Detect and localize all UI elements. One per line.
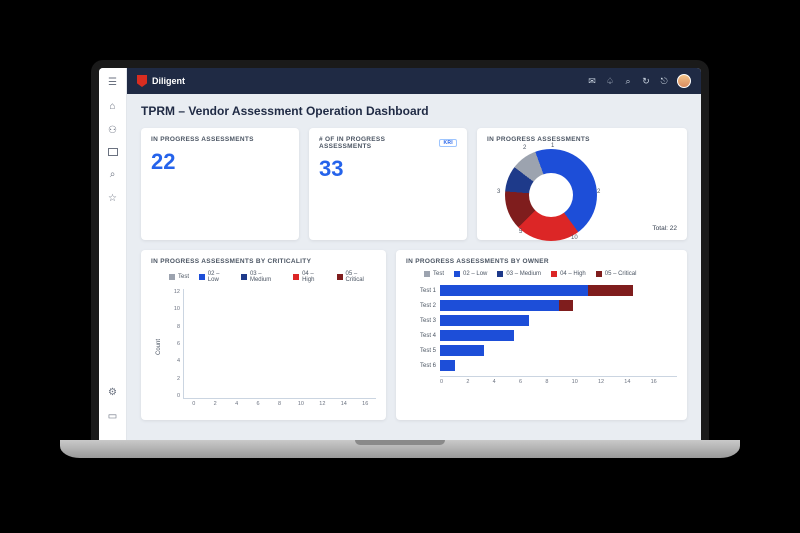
bar-row: Test 6 <box>406 358 677 373</box>
help-icon[interactable]: ⌕ <box>623 76 633 86</box>
legend-item: 02 – Low <box>454 271 487 277</box>
card-donut: IN PROGRESS ASSESSMENTS 1 2 10 5 3 2 Total: 2… <box>477 128 687 240</box>
brand[interactable]: Diligent <box>137 75 185 87</box>
chat-icon[interactable]: ✉ <box>587 76 597 86</box>
bell-icon[interactable]: ♤ <box>605 76 615 86</box>
content: TPRM – Vendor Assessment Operation Dashb… <box>127 94 701 440</box>
donut-label: 1 <box>551 143 554 149</box>
legend-item: 03 – Medium <box>241 271 283 283</box>
row-label: Test 5 <box>406 348 436 354</box>
menu-icon[interactable]: ☰ <box>107 76 119 88</box>
card-title: IN PROGRESS ASSESSMENTS BY OWNER <box>406 258 677 265</box>
row-label: Test 6 <box>406 363 436 369</box>
donut-label: 2 <box>597 189 600 195</box>
donut-label: 5 <box>519 229 522 235</box>
row-label: Test 4 <box>406 333 436 339</box>
brand-icon <box>137 75 147 87</box>
home-icon[interactable]: ⌂ <box>107 100 119 112</box>
row-label: Test 3 <box>406 318 436 324</box>
legend-item: Test <box>169 271 189 283</box>
legend-item: 05 – Critical <box>596 271 637 277</box>
legend-item: 04 – High <box>551 271 586 277</box>
x-axis: 0246810121416 <box>183 401 376 407</box>
bar-track <box>440 345 677 356</box>
kri-badge: KRI <box>439 139 457 147</box>
card-title: # OF IN PROGRESS ASSESSMENTS KRI <box>319 136 457 150</box>
card-icon[interactable] <box>108 148 118 156</box>
screen: ☰ ⌂ ⚇ ⌕ ☆ ⚙ ▭ Diligent ✉ ♤ ⌕ <box>91 60 709 440</box>
archive-icon[interactable]: ▭ <box>107 410 119 422</box>
donut-label: 3 <box>497 189 500 195</box>
donut-total: Total: 22 <box>652 225 677 232</box>
donut-chart: 1210532 <box>505 149 597 241</box>
people-icon[interactable]: ⚇ <box>107 124 119 136</box>
bar-row: Test 5 <box>406 343 677 358</box>
card-in-progress-count: IN PROGRESS ASSESSMENTS 22 <box>141 128 299 240</box>
chart-legend: Test 02 – Low 03 – Medium 04 – High 05 – Cri… <box>424 271 677 277</box>
card-criticality-chart: IN PROGRESS ASSESSMENTS BY CRITICALITY T… <box>141 250 386 420</box>
bar-segment <box>440 360 455 371</box>
brand-text: Diligent <box>152 76 185 86</box>
card-title: IN PROGRESS ASSESSMENTS <box>151 136 289 143</box>
bar-row: Test 2 <box>406 298 677 313</box>
topbar: Diligent ✉ ♤ ⌕ ↻ ⎋ <box>127 68 701 94</box>
bar-row: Test 4 <box>406 328 677 343</box>
y-axis-label: Count <box>156 339 162 355</box>
logout-icon[interactable]: ⎋ <box>659 76 669 86</box>
star-icon[interactable]: ☆ <box>107 192 119 204</box>
main-column: Diligent ✉ ♤ ⌕ ↻ ⎋ TPRM – Vendor Assessm… <box>127 68 701 440</box>
card-title-text: # OF IN PROGRESS ASSESSMENTS <box>319 136 435 150</box>
bar-segment <box>440 300 559 311</box>
settings-icon[interactable]: ⚙ <box>107 386 119 398</box>
bar-row: Test 3 <box>406 313 677 328</box>
metric-value: 22 <box>151 149 289 175</box>
donut-label: 2 <box>523 145 526 151</box>
legend-item: 05 – Critical <box>337 271 376 283</box>
refresh-icon[interactable]: ↻ <box>641 76 651 86</box>
legend-item: 04 – High <box>293 271 326 283</box>
bar-track <box>440 330 677 341</box>
column-chart: 121086420 <box>167 289 376 399</box>
avatar[interactable] <box>677 74 691 88</box>
bar-track <box>440 360 677 371</box>
card-title: IN PROGRESS ASSESSMENTS BY CRITICALITY <box>151 258 376 265</box>
bar-segment <box>440 315 529 326</box>
donut-label: 10 <box>571 235 578 241</box>
bar-row: Test 1 <box>406 283 677 298</box>
bar-track <box>440 300 677 311</box>
bar-segment <box>440 285 588 296</box>
row-label: Test 2 <box>406 303 436 309</box>
legend-item: 02 – Low <box>199 271 231 283</box>
row-label: Test 1 <box>406 288 436 294</box>
legend-item: Test <box>424 271 444 277</box>
card-in-progress-kri: # OF IN PROGRESS ASSESSMENTS KRI 33 <box>309 128 467 240</box>
card-title: IN PROGRESS ASSESSMENTS <box>487 136 677 143</box>
legend-item: 03 – Medium <box>497 271 541 277</box>
bar-segment <box>440 330 514 341</box>
topbar-actions: ✉ ♤ ⌕ ↻ ⎋ <box>587 74 691 88</box>
bar-segment <box>588 285 632 296</box>
chart-legend: Test 02 – Low 03 – Medium 04 – High 05 – Cri… <box>169 271 376 283</box>
bar-track <box>440 285 677 296</box>
page-title: TPRM – Vendor Assessment Operation Dashb… <box>141 104 687 118</box>
laptop-mockup: ☰ ⌂ ⚇ ⌕ ☆ ⚙ ▭ Diligent ✉ ♤ ⌕ <box>80 60 720 480</box>
bar-track <box>440 315 677 326</box>
y-axis: 121086420 <box>167 289 183 399</box>
total-label: Total: <box>652 225 668 232</box>
bar-segment <box>440 345 484 356</box>
search-icon[interactable]: ⌕ <box>107 168 119 180</box>
left-rail: ☰ ⌂ ⚇ ⌕ ☆ ⚙ ▭ <box>99 68 127 440</box>
x-axis: 0246810121416 <box>440 376 677 385</box>
metric-value: 33 <box>319 156 457 182</box>
card-owner-chart: IN PROGRESS ASSESSMENTS BY OWNER Test 02 … <box>396 250 687 420</box>
plot-area <box>183 289 376 399</box>
bar-chart: Test 1 Test 2 Test 3 Test 4 Test 5 Test 6 <box>406 283 677 373</box>
laptop-base <box>60 440 740 458</box>
bar-segment <box>559 300 574 311</box>
total-value: 22 <box>670 225 677 232</box>
